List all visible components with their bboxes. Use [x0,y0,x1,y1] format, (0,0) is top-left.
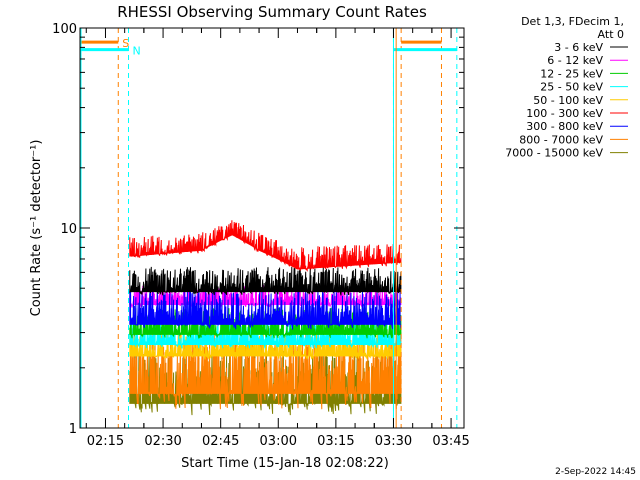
x-tick-label: 02:30 [144,434,181,449]
x-tick-label: 02:45 [202,434,239,449]
series-line-3 [129,307,402,339]
legend-label-6: 100 - 300 keV [526,107,603,120]
series-line-8 [129,328,402,410]
y-tick-label: 1 [69,422,77,437]
legend-label-7: 300 - 800 keV [526,120,603,133]
x-tick-label: 03:15 [317,434,354,449]
legend-label-9: 7000 - 15000 keV [505,147,603,160]
flag-N-label: N [133,45,141,58]
legend-header-line-2: Att 0 [598,28,624,41]
x-tick-label: 03:30 [375,434,412,449]
x-tick-label: 03:45 [432,434,469,449]
x-axis-label: Start Time (15-Jan-18 02:08:22) [181,456,389,471]
series-line-6 [129,220,402,272]
x-tick-label: 02:15 [87,434,124,449]
legend-label-5: 50 - 100 keV [533,94,603,107]
legend-header-line-1: Det 1,3, FDecim 1, [521,15,624,28]
chart-title: RHESSI Observing Summary Count Rates [117,3,427,21]
legend-label-4: 25 - 50 keV [540,81,603,94]
legend-label-3: 12 - 25 keV [540,67,603,80]
data-layer [129,220,402,416]
legend-label-1: 3 - 6 keV [554,41,603,54]
y-axis-label: Count Rate (s⁻¹ detector⁻¹) [29,140,44,317]
axis-layer: 1 10 100 02:15 02:30 02:45 03:00 03:15 03:30 03:4… [52,22,470,449]
y-tick-label: 100 [52,22,77,37]
legend-label-2: 6 - 12 keV [547,54,603,67]
legend-label-8: 800 - 7000 keV [519,133,603,146]
flag-S-label: S [122,37,129,50]
series-line-1 [129,266,402,296]
y-tick-label: 10 [60,222,77,237]
flag-layer: SN [80,28,458,428]
footer-date: 2-Sep-2022 14:45 [555,467,636,477]
x-tick-label: 03:00 [260,434,297,449]
series-line-7 [129,289,402,330]
